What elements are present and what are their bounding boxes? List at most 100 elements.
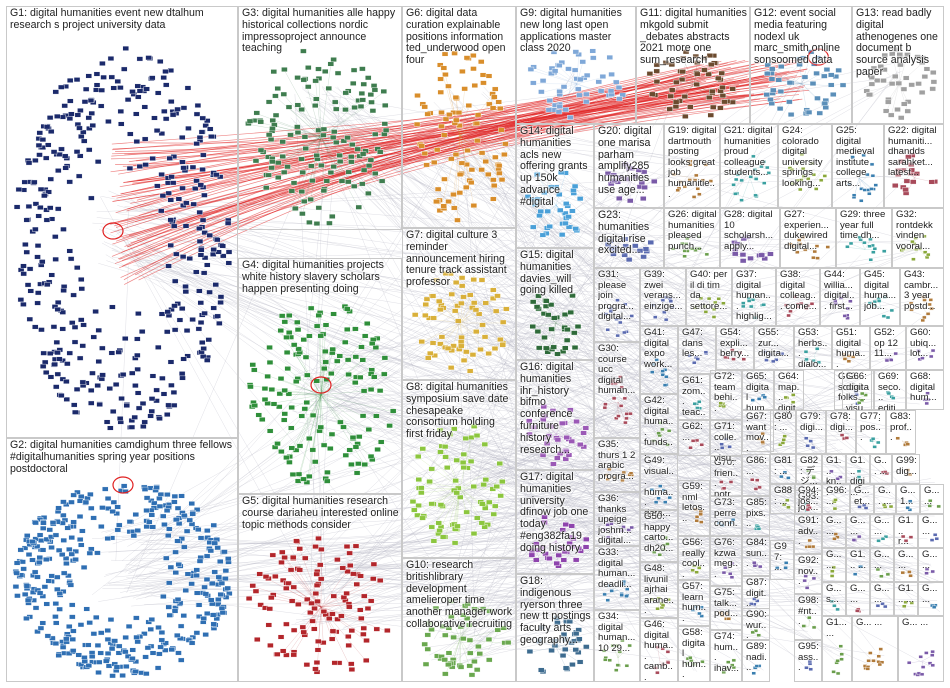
node[interactable] <box>925 312 931 316</box>
node[interactable] <box>193 567 200 573</box>
node[interactable] <box>346 447 353 453</box>
node[interactable] <box>425 355 432 361</box>
node[interactable] <box>681 94 689 100</box>
node[interactable] <box>662 60 670 66</box>
node[interactable] <box>44 142 52 148</box>
node[interactable] <box>613 381 618 386</box>
node[interactable] <box>538 667 545 673</box>
node[interactable] <box>308 163 315 169</box>
node[interactable] <box>90 334 97 340</box>
node[interactable] <box>791 393 796 397</box>
node[interactable] <box>269 126 276 132</box>
node[interactable] <box>695 357 700 361</box>
node[interactable] <box>317 424 325 430</box>
node[interactable] <box>368 367 375 373</box>
node[interactable] <box>545 107 553 113</box>
node[interactable] <box>352 444 360 450</box>
node[interactable] <box>454 523 461 529</box>
node[interactable] <box>167 197 175 203</box>
group-g105[interactable]: G... 1... <box>896 484 920 514</box>
node[interactable] <box>653 62 661 68</box>
node[interactable] <box>708 179 714 183</box>
node[interactable] <box>114 527 122 533</box>
node[interactable] <box>352 354 360 360</box>
node[interactable] <box>582 425 590 431</box>
node[interactable] <box>25 203 33 209</box>
group-g28[interactable]: G28: digital 10 scholarsh... apply... <box>720 208 780 268</box>
group-g75[interactable]: G75: talk... pod... <box>710 586 742 630</box>
node[interactable] <box>79 379 87 385</box>
group-g55[interactable]: G55: zur... digita... <box>754 326 794 370</box>
node[interactable] <box>109 509 116 514</box>
node[interactable] <box>524 194 532 200</box>
node[interactable] <box>59 644 67 650</box>
node[interactable] <box>689 659 694 663</box>
node[interactable] <box>266 606 274 612</box>
node[interactable] <box>833 498 838 502</box>
node[interactable] <box>13 560 21 566</box>
node[interactable] <box>575 545 583 551</box>
node[interactable] <box>196 288 203 294</box>
node[interactable] <box>172 549 179 555</box>
node[interactable] <box>365 163 373 169</box>
node[interactable] <box>831 670 836 674</box>
node[interactable] <box>479 501 486 507</box>
node[interactable] <box>908 162 915 167</box>
node[interactable] <box>788 309 793 313</box>
node[interactable] <box>814 95 821 101</box>
node[interactable] <box>823 67 831 73</box>
node[interactable] <box>338 613 345 619</box>
node[interactable] <box>618 404 624 408</box>
node[interactable] <box>52 89 59 95</box>
node[interactable] <box>787 112 795 118</box>
node[interactable] <box>217 294 225 300</box>
group-g42[interactable]: G42: digital huma... funds... <box>640 394 678 459</box>
node[interactable] <box>625 587 630 591</box>
node[interactable] <box>792 295 798 299</box>
node[interactable] <box>501 152 508 157</box>
node[interactable] <box>384 628 391 633</box>
node[interactable] <box>770 87 777 93</box>
node[interactable] <box>445 199 452 204</box>
node[interactable] <box>801 624 806 628</box>
node[interactable] <box>290 584 297 590</box>
node[interactable] <box>359 357 366 363</box>
node[interactable] <box>775 566 780 570</box>
node[interactable] <box>26 316 34 322</box>
node[interactable] <box>549 408 557 414</box>
node[interactable] <box>565 214 572 220</box>
node[interactable] <box>717 105 724 111</box>
group-g66[interactable]: G66: digital visu... <box>842 370 874 424</box>
node[interactable] <box>806 503 811 507</box>
node[interactable] <box>885 572 891 577</box>
node[interactable] <box>268 387 276 392</box>
group-g31[interactable]: G31: please join progra... digital... <box>594 268 640 342</box>
node[interactable] <box>163 82 170 88</box>
node[interactable] <box>880 78 887 84</box>
node[interactable] <box>286 313 293 318</box>
node[interactable] <box>729 86 736 92</box>
node[interactable] <box>269 159 276 165</box>
node[interactable] <box>856 401 862 405</box>
node[interactable] <box>908 535 914 539</box>
node[interactable] <box>340 424 347 430</box>
node[interactable] <box>81 99 89 105</box>
node[interactable] <box>344 357 352 363</box>
node[interactable] <box>721 99 728 105</box>
node[interactable] <box>278 449 285 455</box>
node[interactable] <box>904 52 911 58</box>
group-g29[interactable]: G29: three year full time dh... <box>836 208 892 268</box>
node[interactable] <box>459 460 467 465</box>
node[interactable] <box>580 430 587 436</box>
node[interactable] <box>270 69 277 75</box>
node[interactable] <box>782 470 788 475</box>
node[interactable] <box>171 499 178 505</box>
group-g69[interactable]: G69: seco... editi... <box>874 370 906 424</box>
node[interactable] <box>741 357 747 361</box>
node[interactable] <box>348 154 355 160</box>
node[interactable] <box>426 479 433 484</box>
node[interactable] <box>868 651 873 655</box>
node[interactable] <box>867 191 872 196</box>
node[interactable] <box>32 520 39 526</box>
node[interactable] <box>308 600 315 606</box>
